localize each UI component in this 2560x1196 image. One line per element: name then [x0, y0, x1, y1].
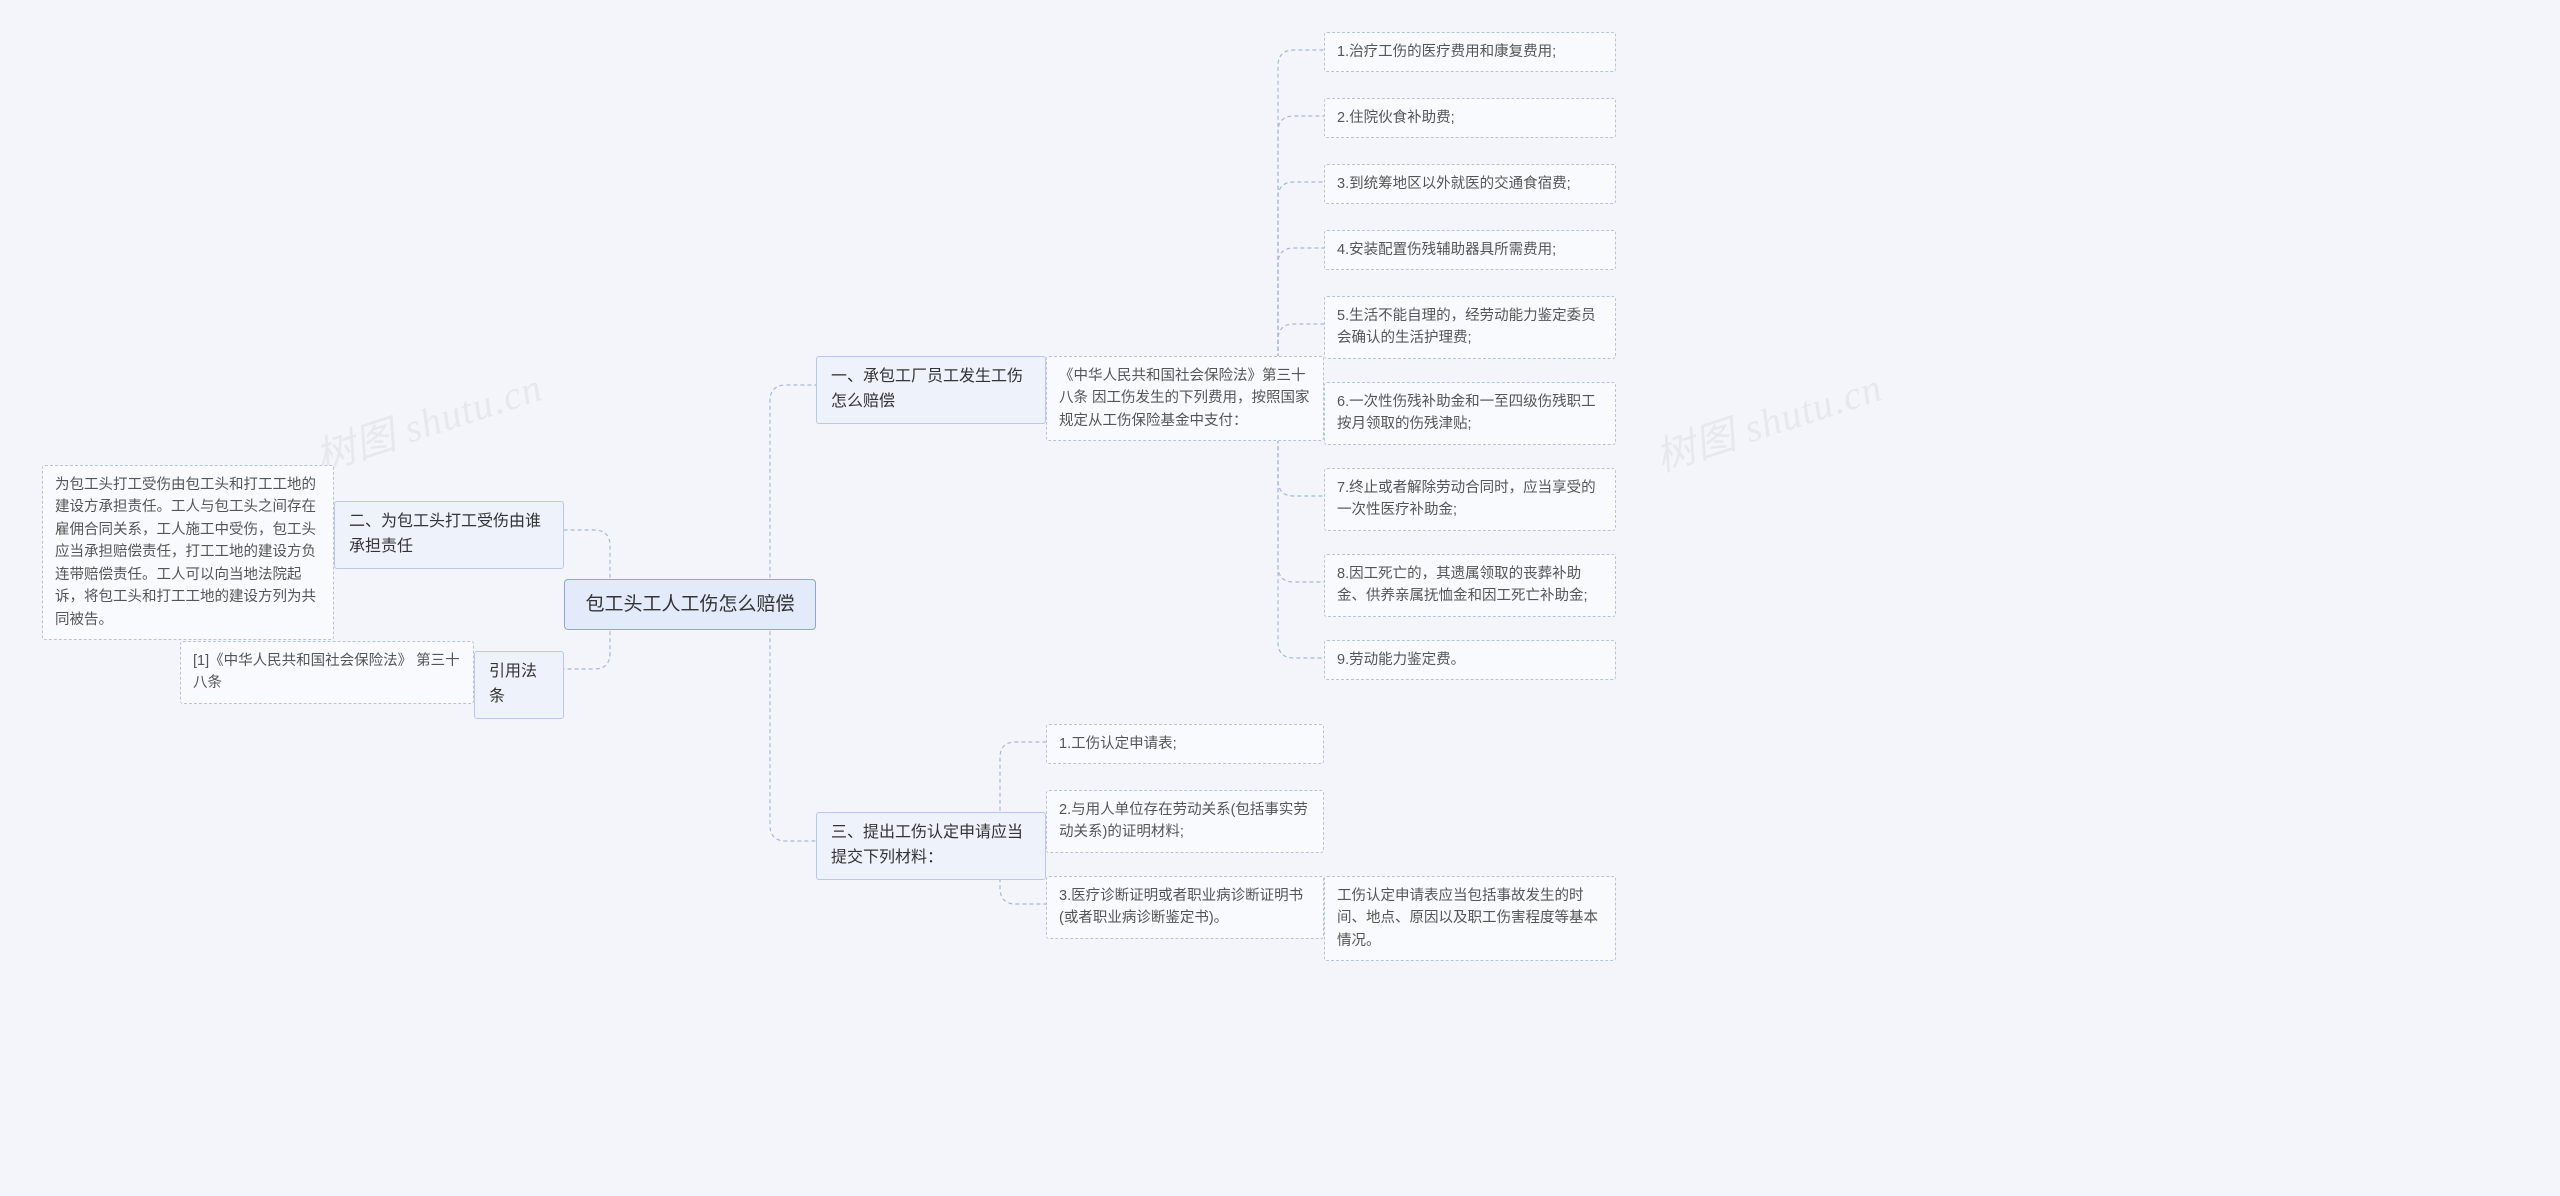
branch-1-child-1: 《中华人民共和国社会保险法》第三十八条 因工伤发生的下列费用，按照国家规定从工伤… [1046, 356, 1324, 441]
watermark: 树图 shutu.cn [1647, 355, 1889, 483]
leaf-5: 5.生活不能自理的，经劳动能力鉴定委员会确认的生活护理费; [1324, 296, 1616, 359]
connector-layer [0, 0, 2560, 1196]
material-1: 1.工伤认定申请表; [1046, 724, 1324, 764]
material-3: 3.医疗诊断证明或者职业病诊断证明书(或者职业病诊断鉴定书)。 [1046, 876, 1324, 939]
leaf-2: 2.住院伙食补助费; [1324, 98, 1616, 138]
branch-4: 引用法条 [474, 651, 564, 719]
leaf-4: 4.安装配置伤残辅助器具所需费用; [1324, 230, 1616, 270]
leaf-7: 7.终止或者解除劳动合同时，应当享受的一次性医疗补助金; [1324, 468, 1616, 531]
leaf-6: 6.一次性伤残补助金和一至四级伤残职工按月领取的伤残津贴; [1324, 382, 1616, 445]
watermark: 树图 shutu.cn [307, 355, 549, 483]
leaf-9: 9.劳动能力鉴定费。 [1324, 640, 1616, 680]
material-3-detail: 工伤认定申请表应当包括事故发生的时间、地点、原因以及职工伤害程度等基本情况。 [1324, 876, 1616, 961]
material-2: 2.与用人单位存在劳动关系(包括事实劳动关系)的证明材料; [1046, 790, 1324, 853]
branch-3: 三、提出工伤认定申请应当提交下列材料： [816, 812, 1046, 880]
leaf-8: 8.因工死亡的，其遗属领取的丧葬补助金、供养亲属抚恤金和因工死亡补助金; [1324, 554, 1616, 617]
branch-2-detail: 为包工头打工受伤由包工头和打工工地的建设方承担责任。工人与包工头之间存在雇佣合同… [42, 465, 334, 640]
root-node: 包工头工人工伤怎么赔偿 [564, 579, 816, 630]
leaf-3: 3.到统筹地区以外就医的交通食宿费; [1324, 164, 1616, 204]
branch-4-detail: [1]《中华人民共和国社会保险法》 第三十八条 [180, 641, 474, 704]
branch-2: 二、为包工头打工受伤由谁承担责任 [334, 501, 564, 569]
leaf-1: 1.治疗工伤的医疗费用和康复费用; [1324, 32, 1616, 72]
branch-1: 一、承包工厂员工发生工伤怎么赔偿 [816, 356, 1046, 424]
